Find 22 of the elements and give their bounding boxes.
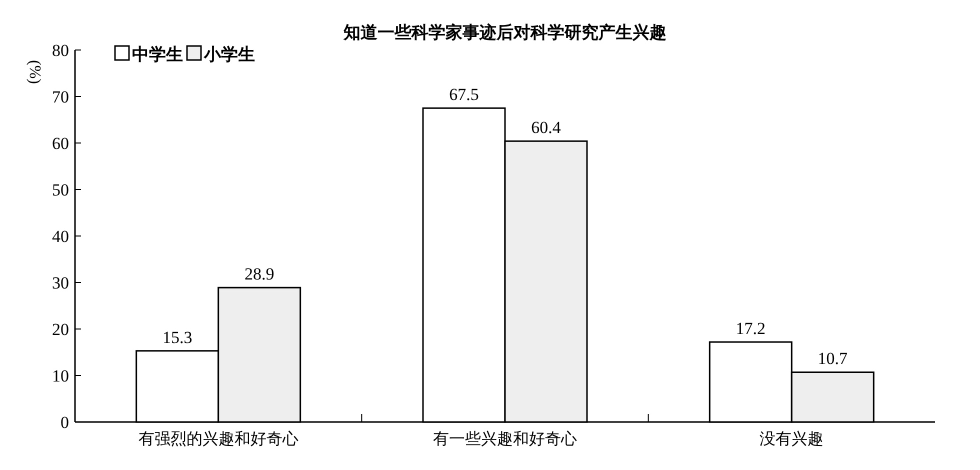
y-tick-label: 40	[52, 227, 69, 246]
data-label: 60.4	[531, 118, 562, 138]
ylabel: (%)	[26, 60, 43, 84]
title: 知道一些科学家事迹后对科学研究产生兴趣	[344, 23, 666, 42]
data-label: 67.5	[449, 85, 479, 104]
data-label: 17.2	[736, 319, 766, 338]
legend-label: 中学生	[132, 45, 183, 64]
y-tick-label: 20	[52, 320, 69, 339]
x-tick-label: 没有兴趣	[760, 430, 824, 448]
x-tick-label: 有强烈的兴趣和好奇心	[138, 430, 298, 448]
y-tick-label: 60	[52, 134, 69, 153]
y-tick-label: 50	[52, 180, 69, 200]
y-tick-label: 30	[52, 274, 69, 292]
legend-label: 小学生	[203, 45, 255, 64]
data-label: 28.9	[244, 264, 274, 284]
y-tick-label: 80	[52, 41, 69, 60]
y-tick-label: 10	[52, 366, 69, 386]
y-tick-label: 0	[60, 413, 69, 432]
data-label: 15.3	[162, 328, 192, 347]
x-tick-label: 有一些兴趣和好奇心	[433, 430, 577, 448]
data-label: 10.7	[818, 349, 848, 368]
y-tick-label: 70	[52, 88, 69, 106]
